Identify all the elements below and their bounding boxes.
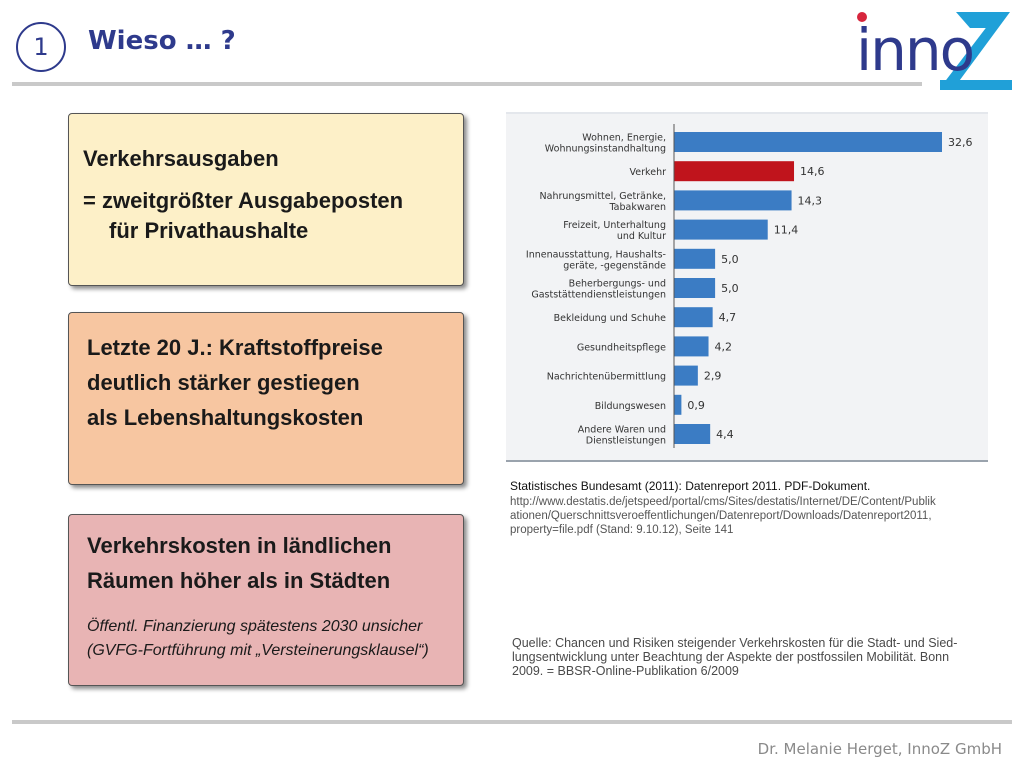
chart-value-label: 4,7 <box>719 311 737 324</box>
source-statistisches-bundesamt: Statistisches Bundesamt (2011): Datenrep… <box>510 479 871 493</box>
logo-z-diagonal <box>940 12 1010 88</box>
quote-line1: Quelle: Chancen und Risiken steigender V… <box>512 636 958 650</box>
chart-category-label: Tabakwaren <box>608 202 666 213</box>
box-verkehrsausgaben: Verkehrsausgaben = zweitgrößter Ausgabep… <box>68 113 464 286</box>
box2-line2: deutlich stärker gestiegen <box>87 370 360 395</box>
chart-value-label: 5,0 <box>721 253 739 266</box>
chart-category-label: Nahrungsmittel, Getränke, <box>540 191 666 202</box>
chart-category-label: Wohnen, Energie, <box>582 133 666 144</box>
box1-line2: für Privathaushalte <box>109 218 309 243</box>
chart-bar <box>674 424 711 444</box>
chart-bar <box>674 219 768 240</box>
chart-category-label: Gesundheitspflege <box>577 342 666 353</box>
chart-bar <box>674 248 716 269</box>
box2-line3: als Lebenshaltungskosten <box>87 405 364 430</box>
chart-category-label: Gaststättendienstleistungen <box>531 290 666 301</box>
chart-svg: 32,6 Wohnen, Energie,Wohnungsinstandhaltu… <box>506 124 988 462</box>
chart-value-label: 0,9 <box>687 399 705 412</box>
chart-value-label: 14,3 <box>798 194 823 207</box>
chart-category-label: Andere Waren und <box>578 425 666 436</box>
box-kraftstoffpreise: Letzte 20 J.: Kraftstoffpreise deutlich … <box>68 312 464 485</box>
logo-dot <box>857 12 867 22</box>
chart-category-label: Wohnungsinstandhaltung <box>545 144 666 155</box>
source-url-line2[interactable]: ationen/Querschnittsveroeffentlichungen/… <box>510 510 932 522</box>
quote-line2: lungsentwicklung unter Beachtung der Asp… <box>512 650 950 664</box>
slide-title: Wieso … ? <box>88 26 236 56</box>
chart-category-label: und Kultur <box>617 231 666 242</box>
chart-bar <box>674 161 795 182</box>
chart-value-label: 11,4 <box>774 224 799 237</box>
chart-value-label: 5,0 <box>721 282 739 295</box>
source-url-line1[interactable]: http://www.destatis.de/jetspeed/portal/c… <box>510 496 936 508</box>
source-url[interactable]: http://www.destatis.de/jetspeed/portal/c… <box>510 495 994 537</box>
chart-category-label: geräte, -gegenstände <box>563 260 666 271</box>
chart-bar <box>674 365 698 386</box>
footer-divider <box>12 720 1012 724</box>
chart-category-label: Beherbergungs- und <box>569 279 666 290</box>
box3-line1: Verkehrskosten in ländlichen <box>87 533 392 558</box>
expenditure-chart: 32,6 Wohnen, Energie, Wohnungsinstandhaltu… <box>506 112 990 464</box>
footer-author: Dr. Melanie Herget, InnoZ GmbH <box>757 740 1002 758</box>
box3-line2: Räumen höher als in Städten <box>87 568 391 593</box>
logo-z-bottom <box>940 80 1012 90</box>
chart-value-label: 14,6 <box>800 165 825 178</box>
chart-value-label: 32,6 <box>948 136 973 149</box>
box1-heading: Verkehrsausgaben <box>83 146 279 171</box>
chart-value-label: 4,4 <box>716 428 734 441</box>
header-divider <box>12 82 922 86</box>
chart-category-label: Verkehr <box>630 167 667 178</box>
chart-category-label: Nachrichtenübermittlung <box>547 372 666 383</box>
slide-number-badge: 1 <box>16 22 66 72</box>
box2-line1: Letzte 20 J.: Kraftstoffpreise <box>87 335 383 360</box>
innoz-logo: inno <box>856 12 1012 90</box>
box3-note2: (GVFG-Fortführung mit „Versteinerungskla… <box>87 642 429 659</box>
box3-note1: Öffentl. Finanzierung spätestens 2030 un… <box>87 618 423 635</box>
box1-line1: = zweitgrößter Ausgabeposten <box>83 188 404 213</box>
box-laendliche-raeume: Verkehrskosten in ländlichen Räumen höhe… <box>68 514 464 686</box>
chart-category-label: Bildungswesen <box>595 401 666 412</box>
chart-bar <box>674 190 792 211</box>
source-url-line3[interactable]: property=file.pdf (Stand: 9.10.12), Seit… <box>510 524 734 536</box>
quote-line3: 2009. = BBSR-Online-Publikation 6/2009 <box>512 664 739 678</box>
chart-bar <box>674 278 716 298</box>
chart-category-label: Bekleidung und Schuhe <box>554 313 667 324</box>
chart-bar <box>674 132 942 152</box>
source-quote: Quelle: Chancen und Risiken steigender V… <box>512 636 982 678</box>
chart-bar <box>674 307 713 328</box>
chart-value-label: 4,2 <box>715 340 733 353</box>
logo-z-top <box>956 12 998 28</box>
logo-wordmark: inno <box>856 16 973 84</box>
chart-category-label: Freizeit, Unterhaltung <box>563 220 666 231</box>
chart-category-label: Innenausstattung, Haushalts- <box>526 249 666 260</box>
chart-bar <box>674 394 682 415</box>
chart-value-label: 2,9 <box>704 370 722 383</box>
chart-bar <box>674 336 709 357</box>
chart-category-label: Dienstleistungen <box>586 436 666 447</box>
